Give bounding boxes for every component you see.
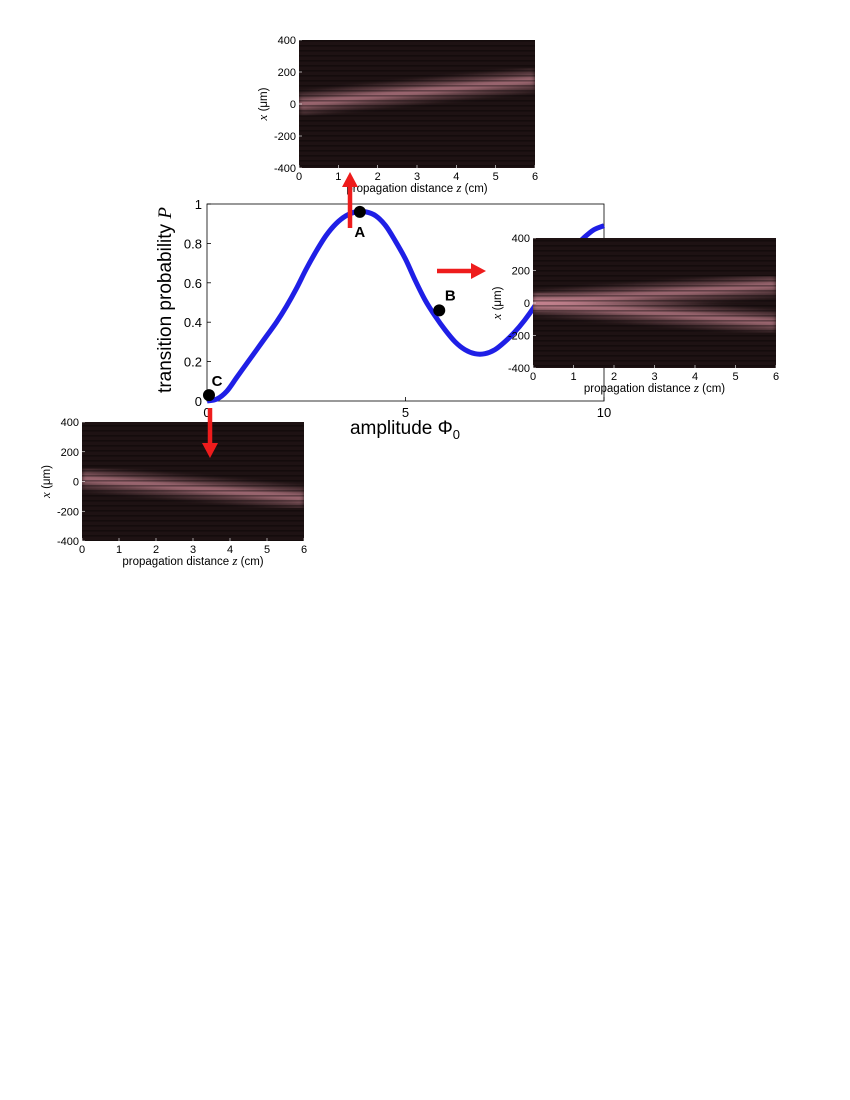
x-axis-label-text: propagation distance	[584, 383, 694, 395]
x-tick-label: 1	[116, 544, 122, 556]
x-tick-label: 4	[692, 371, 698, 383]
y-tick-label: 0.6	[184, 276, 202, 291]
x-axis-label-text: propagation distance	[346, 183, 456, 195]
x-tick-label: 5	[264, 544, 270, 556]
y-tick-label: 0	[290, 99, 296, 111]
y-axis-label: x (μm)	[255, 87, 270, 121]
arrow-to-inset-b-head	[471, 263, 486, 279]
y-tick-label: 0.4	[184, 315, 202, 330]
y-tick-label: 400	[61, 417, 79, 429]
arrow-to-inset-c-head	[202, 443, 218, 458]
x-tick-label: 6	[773, 371, 779, 383]
x-axis-label-unit: (cm)	[461, 183, 487, 195]
y-axis-label: x (μm)	[38, 465, 53, 499]
y-axis-label-unit: (μm)	[41, 465, 53, 489]
inset-heatmap-a: 0 1 2 3 4 5 6 400 200 0 -200 -400 propagation distan…	[255, 35, 538, 195]
x-tick-label: 0	[296, 171, 302, 183]
y-tick-label: -400	[508, 363, 530, 375]
y-tick-label: 200	[278, 67, 296, 79]
x-tick-label: 3	[414, 171, 420, 183]
x-axis-label-symbol: z	[231, 553, 237, 568]
beam-group	[533, 238, 776, 368]
x-axis-label-subscript: 0	[453, 427, 460, 442]
y-axis-label: transition probability P	[155, 207, 176, 393]
x-axis-label: propagation distance z (cm)	[584, 380, 725, 395]
y-axis-label-symbol: x	[489, 310, 504, 320]
y-tick-label: -200	[274, 131, 296, 143]
y-tick-label: 0.2	[184, 355, 202, 370]
x-tick-label: 5	[732, 371, 738, 383]
marker-b	[433, 304, 446, 317]
x-tick-label: 3	[190, 544, 196, 556]
y-tick-label: -200	[57, 506, 79, 518]
y-tick-label: 200	[61, 447, 79, 459]
y-tick-label: 400	[512, 233, 530, 245]
x-tick-label: 4	[453, 171, 459, 183]
beam-group	[82, 422, 304, 541]
x-tick-label: 0	[79, 544, 85, 556]
x-axis-label-symbol: z	[455, 180, 461, 195]
marker-c	[202, 389, 215, 402]
x-tick-label: 1	[335, 171, 341, 183]
x-tick-label: 0	[530, 371, 536, 383]
x-tick-label: 2	[611, 371, 617, 383]
x-axis-label-text: amplitude Φ	[350, 418, 453, 439]
arrow-to-inset-a-head	[342, 172, 358, 187]
y-axis-label-unit: (μm)	[492, 286, 504, 310]
x-axis-label-text: propagation distance	[122, 556, 232, 568]
interference-fringes	[533, 238, 776, 368]
y-tick-label: 400	[278, 35, 296, 47]
x-axis-label-unit: (cm)	[699, 383, 725, 395]
y-tick-label: 0	[524, 298, 530, 310]
y-tick-label: -400	[274, 163, 296, 175]
y-axis-label-symbol: P	[155, 207, 176, 220]
x-tick-label: 5	[402, 405, 409, 420]
marker-a	[353, 205, 366, 218]
interference-fringes	[299, 40, 535, 168]
x-axis-label: propagation distance z (cm)	[346, 180, 487, 195]
y-axis-label-unit: (μm)	[258, 87, 270, 111]
y-tick-label: -400	[57, 536, 79, 548]
y-tick-label: -200	[508, 331, 530, 343]
inset-heatmap-c: 0 1 2 3 4 5 6 400 200 0 -200 -400 propagation distan…	[38, 417, 307, 568]
marker-label-a: A	[354, 224, 365, 241]
x-tick-label: 5	[493, 171, 499, 183]
marker-label-b: B	[445, 287, 456, 304]
beam-group	[299, 40, 535, 168]
marker-label-c: C	[212, 373, 223, 390]
x-tick-label: 6	[532, 171, 538, 183]
x-axis-label: amplitude Φ0	[350, 418, 460, 442]
x-tick-label: 4	[227, 544, 233, 556]
y-axis-label-text: transition probability	[155, 219, 176, 393]
x-tick-label: 3	[651, 371, 657, 383]
x-axis-label-unit: (cm)	[237, 556, 263, 568]
y-tick-label: 200	[512, 266, 530, 278]
y-tick-label: 0	[195, 394, 202, 409]
x-tick-label: 10	[597, 405, 611, 420]
x-tick-label: 0	[203, 405, 210, 420]
y-tick-label: 0.8	[184, 236, 202, 251]
x-tick-label: 6	[301, 544, 307, 556]
y-tick-label: 0	[73, 477, 79, 489]
interference-fringes	[82, 422, 304, 541]
x-tick-label: 2	[153, 544, 159, 556]
x-tick-label: 2	[375, 171, 381, 183]
x-axis-label: propagation distance z (cm)	[122, 553, 263, 568]
y-axis-label-symbol: x	[38, 489, 53, 499]
y-axis-label: x (μm)	[489, 286, 504, 320]
y-tick-label: 1	[195, 197, 202, 212]
x-tick-label: 1	[570, 371, 576, 383]
x-axis-label-symbol: z	[693, 380, 699, 395]
y-axis-label-symbol: x	[255, 111, 270, 121]
inset-heatmap-b: 0 1 2 3 4 5 6 400 200 0 -200 -400 propagation distan…	[489, 233, 779, 395]
indicator-arrows	[202, 172, 486, 458]
